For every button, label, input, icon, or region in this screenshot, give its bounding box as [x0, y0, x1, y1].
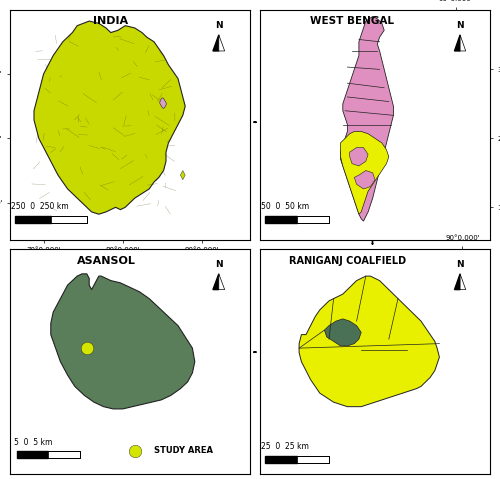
- Text: 250  0  250 km: 250 0 250 km: [11, 203, 69, 211]
- Polygon shape: [51, 274, 195, 409]
- Polygon shape: [460, 274, 466, 290]
- Polygon shape: [340, 16, 394, 221]
- Polygon shape: [297, 216, 329, 223]
- Polygon shape: [264, 216, 297, 223]
- Text: 50  0  50 km: 50 0 50 km: [262, 203, 310, 211]
- Polygon shape: [354, 171, 375, 189]
- Polygon shape: [160, 98, 166, 108]
- Text: 5  0  5 km: 5 0 5 km: [14, 438, 52, 447]
- Polygon shape: [297, 456, 329, 463]
- Polygon shape: [460, 35, 466, 51]
- Polygon shape: [34, 21, 185, 214]
- Polygon shape: [180, 171, 185, 180]
- Polygon shape: [454, 274, 460, 290]
- Text: ASANSOL: ASANSOL: [76, 256, 136, 266]
- Polygon shape: [324, 319, 361, 346]
- Bar: [15, 216, 87, 223]
- Polygon shape: [299, 276, 440, 407]
- Polygon shape: [17, 451, 48, 458]
- Text: N: N: [215, 261, 222, 269]
- Bar: [17, 451, 80, 458]
- Polygon shape: [350, 148, 368, 166]
- Text: N: N: [456, 261, 464, 269]
- Bar: [264, 456, 329, 463]
- Text: WEST BENGAL: WEST BENGAL: [310, 16, 394, 26]
- Text: STUDY AREA: STUDY AREA: [154, 446, 213, 455]
- Bar: [264, 216, 329, 223]
- Polygon shape: [51, 216, 87, 223]
- Polygon shape: [340, 131, 389, 214]
- Text: INDIA: INDIA: [93, 16, 128, 26]
- Text: RANIGANJ COALFIELD: RANIGANJ COALFIELD: [289, 256, 406, 266]
- Text: 25  0  25 km: 25 0 25 km: [262, 442, 310, 451]
- Polygon shape: [219, 35, 224, 51]
- Polygon shape: [454, 35, 460, 51]
- Polygon shape: [15, 216, 51, 223]
- Polygon shape: [213, 35, 219, 51]
- Text: N: N: [456, 21, 464, 30]
- Polygon shape: [48, 451, 80, 458]
- Polygon shape: [213, 274, 219, 290]
- Polygon shape: [264, 456, 297, 463]
- Text: N: N: [215, 21, 222, 30]
- Polygon shape: [219, 274, 224, 290]
